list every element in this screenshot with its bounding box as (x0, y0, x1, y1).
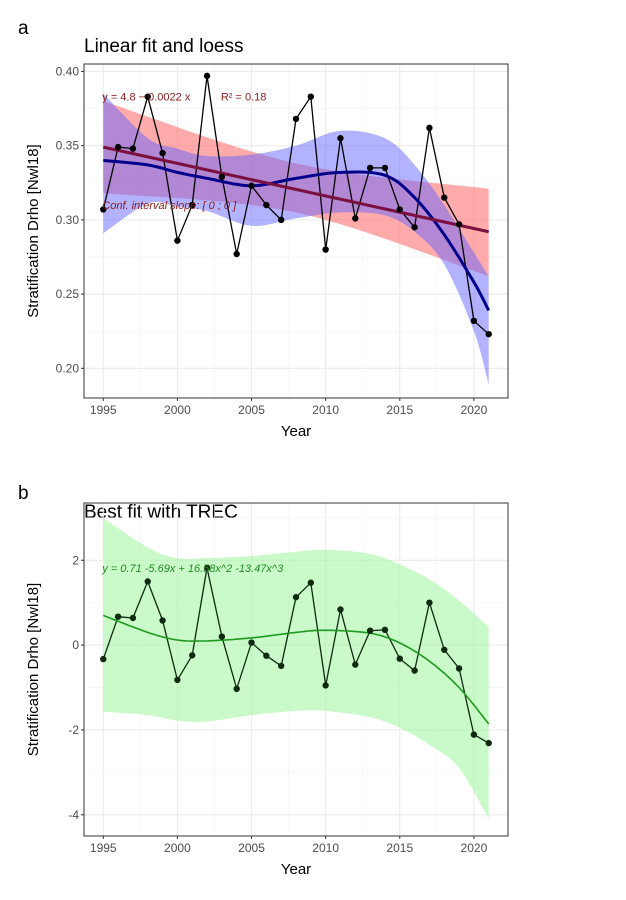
linear-fit-line (102, 145, 490, 234)
annotation: y = 0.71 -5.69x + 16.58x^2 -13.47x^3 (101, 563, 284, 575)
annotation: y = 4.8 − 0.0022 x (102, 92, 191, 104)
data-point (322, 246, 329, 253)
data-point (277, 662, 285, 670)
panel-tag: b (18, 483, 29, 504)
x-tick-label: 2010 (312, 403, 339, 417)
data-point (485, 330, 492, 338)
data-point (159, 149, 166, 157)
plot-border (83, 63, 509, 399)
data-point (159, 617, 166, 624)
y-tick-label: 0.20 (56, 361, 80, 375)
x-tick-label: 2020 (461, 841, 488, 855)
data-point (352, 215, 359, 222)
poly-fit-curve (102, 614, 490, 725)
loess-confidence-band (103, 93, 489, 385)
y-tick-label: 0.40 (56, 64, 80, 78)
data-point (396, 655, 403, 662)
data-point (174, 676, 181, 684)
x-tick-label: 2010 (312, 841, 339, 855)
data-point (189, 201, 196, 209)
data-point (144, 578, 151, 585)
data-point (381, 164, 389, 172)
x-tick-label: 2005 (238, 841, 265, 855)
x-tick-label: 2015 (386, 841, 413, 855)
data-point (248, 639, 255, 646)
data-point (441, 194, 448, 201)
data-point (322, 682, 329, 689)
data-point (441, 646, 448, 653)
data-point (470, 731, 478, 738)
data-point (114, 613, 122, 620)
loess-curve (103, 159, 491, 312)
x-tick-label: 2020 (461, 403, 488, 417)
data-point (381, 626, 389, 634)
y-tick-label: 2 (72, 553, 79, 567)
data-point (218, 173, 226, 181)
x-tick-label: 1995 (90, 841, 117, 855)
data-point (100, 206, 107, 213)
data-point (203, 564, 211, 572)
data-point (114, 143, 122, 151)
data-point (411, 667, 418, 674)
panel-tag: a (18, 18, 29, 39)
x-tick-label: 1995 (90, 403, 117, 417)
y-axis-label: Stratification Drho [Nwl18] (25, 144, 42, 317)
y-tick-label: 0.35 (56, 139, 80, 153)
data-point (129, 614, 137, 622)
x-tick-label: 2000 (164, 403, 191, 417)
panel-a: a Linear fit and loess y = 4.8 − 0.0022 x R… (18, 18, 509, 440)
data-point (366, 164, 374, 172)
data-point (455, 221, 463, 228)
plot-border (83, 502, 509, 837)
y-tick-label: -4 (68, 808, 79, 822)
data-point (307, 93, 315, 100)
data-point (470, 317, 478, 325)
data-point (129, 145, 137, 152)
data-point (248, 182, 255, 189)
data-point (263, 201, 270, 209)
x-axis-label: Year (281, 861, 311, 878)
annotation: R² = 0.18 (221, 92, 267, 104)
data-point (233, 250, 240, 258)
y-tick-label: 0.25 (56, 287, 80, 301)
x-tick-label: 2005 (238, 403, 265, 417)
annotation: Conf. interval slope: [ 0 ; 0 ] (102, 200, 237, 212)
x-tick-label: 2015 (386, 403, 413, 417)
data-point (218, 633, 226, 640)
data-point (144, 93, 151, 100)
y-tick-label: -2 (68, 723, 79, 737)
data-point (174, 237, 181, 244)
poly-fit-confidence-band (103, 517, 489, 819)
data-point (352, 661, 359, 668)
data-point (337, 606, 344, 613)
x-tick-label: 2000 (164, 841, 191, 855)
data-point (455, 665, 463, 672)
data-point (203, 72, 211, 80)
data-point (366, 627, 374, 634)
y-tick-label: 0 (72, 638, 79, 652)
data-point (485, 739, 492, 747)
data-point (292, 593, 300, 601)
data-point (426, 124, 433, 132)
data-point (411, 224, 418, 231)
data-point (189, 652, 196, 659)
data-point (426, 599, 433, 606)
y-tick-label: 0.30 (56, 213, 80, 227)
data-point (292, 115, 300, 123)
data-point (100, 655, 107, 663)
chart-title: Linear fit and loess (84, 36, 244, 57)
y-axis-label: Stratification Drho [Nwl18] (25, 583, 42, 756)
data-point (233, 685, 240, 693)
data-point (337, 135, 344, 142)
data-point (277, 216, 285, 224)
data-point (263, 652, 270, 659)
x-axis-label: Year (281, 423, 311, 440)
data-point (396, 206, 403, 213)
data-point (307, 579, 315, 586)
